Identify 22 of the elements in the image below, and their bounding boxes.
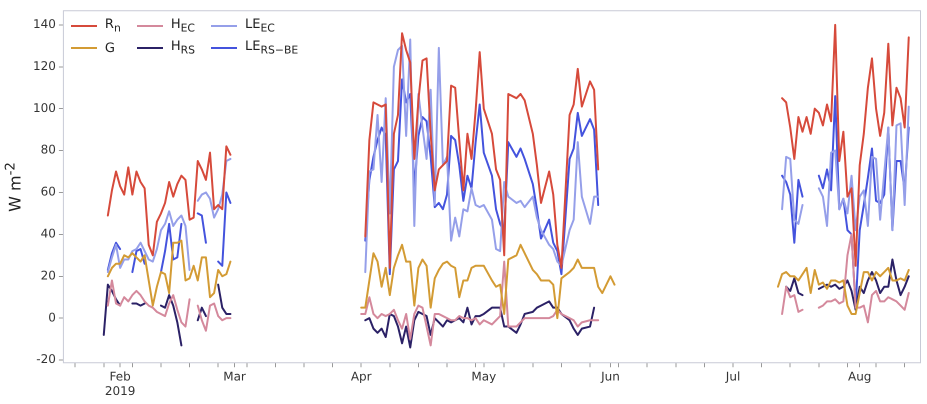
legend-label: H$_{EC}$: [170, 17, 195, 35]
y-tick-label: 60: [40, 184, 56, 199]
y-tick-label: 120: [33, 58, 56, 73]
x-tick-label: Jun: [600, 370, 620, 384]
legend-label: LE$_{RS−BE}$: [245, 39, 298, 57]
legend-label: G: [104, 40, 115, 56]
x-tick-label: Apr: [350, 370, 372, 384]
y-tick-label: 100: [33, 100, 56, 115]
y-tick-label: 140: [33, 16, 56, 31]
x-tick-label: Jul: [724, 370, 740, 384]
y-tick-label: 20: [40, 268, 56, 282]
x-tick-label: Aug: [848, 370, 872, 384]
legend-label: R$_{n}$: [104, 17, 121, 35]
y-tick-label: 80: [40, 142, 56, 157]
x-tick-label: Mar: [223, 370, 246, 384]
x-tick-label: May: [471, 370, 496, 384]
y-tick-label: 40: [40, 226, 56, 240]
y-tick-label: -20: [36, 352, 56, 366]
x-tick-label: Feb 2019: [104, 370, 136, 398]
legend-label: LE$_{EC}$: [245, 17, 275, 35]
y-tick-label: 0: [48, 310, 56, 324]
legend-label: H$_{RS}$: [170, 39, 195, 57]
